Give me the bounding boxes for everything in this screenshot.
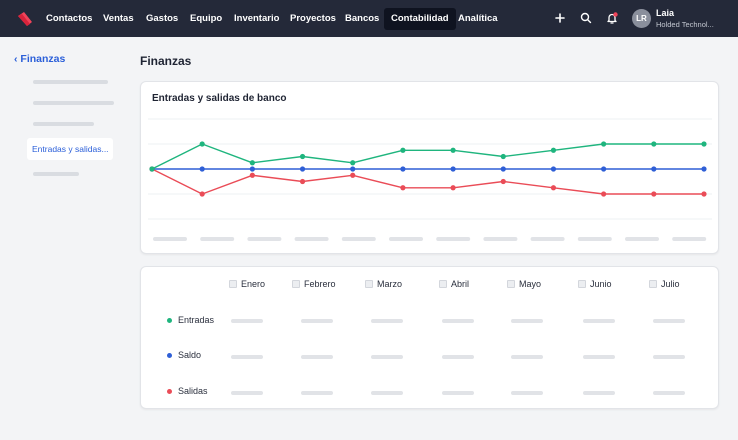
table-cell-placeholder xyxy=(231,391,263,395)
series-dot-saldo xyxy=(167,353,172,358)
series-dot-salidas xyxy=(167,389,172,394)
avatar[interactable]: LR xyxy=(632,9,651,28)
nav-analitica[interactable]: Analítica xyxy=(458,13,498,24)
checkbox-icon[interactable] xyxy=(649,280,657,288)
back-link[interactable]: ‹ Finanzas xyxy=(14,53,65,65)
table-cell-placeholder xyxy=(231,355,263,359)
row-label-saldo: Saldo xyxy=(178,350,202,360)
top-navigation-bar: Contactos Ventas Gastos Equipo Inventari… xyxy=(0,0,738,37)
table-cell-placeholder xyxy=(583,391,615,395)
table-cell-placeholder xyxy=(511,391,543,395)
checkbox-icon[interactable] xyxy=(439,280,447,288)
sidebar-item-placeholder[interactable] xyxy=(33,101,114,105)
month-header[interactable]: Junio xyxy=(578,279,612,289)
month-header[interactable]: Julio xyxy=(649,279,680,289)
sidebar-item-entradas-y-salidas[interactable]: Entradas y salidas... xyxy=(27,138,113,160)
table-cell-placeholder xyxy=(511,319,543,323)
table-cell-placeholder xyxy=(511,355,543,359)
table-cell-placeholder xyxy=(301,355,333,359)
user-name[interactable]: Laia xyxy=(656,8,675,18)
table-cell-placeholder xyxy=(371,319,403,323)
sidebar-item-placeholder[interactable] xyxy=(33,122,94,126)
sidebar-item-placeholder[interactable] xyxy=(33,80,108,84)
table-cell-placeholder xyxy=(442,319,474,323)
table-cell-placeholder xyxy=(442,391,474,395)
table-cell-placeholder xyxy=(371,391,403,395)
nav-gastos[interactable]: Gastos xyxy=(146,13,179,24)
nav-proyectos[interactable]: Proyectos xyxy=(290,13,336,24)
row-label-entradas: Entradas xyxy=(178,315,215,325)
series-dot-entradas xyxy=(167,318,172,323)
nav-bancos[interactable]: Bancos xyxy=(345,13,380,24)
checkbox-icon[interactable] xyxy=(365,280,373,288)
chevron-left-icon: ‹ xyxy=(14,53,18,65)
table-cell-placeholder xyxy=(442,355,474,359)
table-cell-placeholder xyxy=(231,319,263,323)
table-cell-placeholder xyxy=(653,355,685,359)
search-icon[interactable] xyxy=(579,11,593,25)
sidebar-item-placeholder[interactable] xyxy=(33,172,79,176)
user-company[interactable]: Holded Technol... xyxy=(656,20,714,29)
chart-title: Entradas y salidas de banco xyxy=(152,93,287,104)
month-header[interactable]: Marzo xyxy=(365,279,402,289)
table-cell-placeholder xyxy=(653,391,685,395)
nav-contabilidad[interactable]: Contabilidad xyxy=(384,8,456,30)
month-header[interactable]: Abril xyxy=(439,279,469,289)
table-cell-placeholder xyxy=(653,319,685,323)
table-card xyxy=(140,266,719,409)
bell-icon[interactable] xyxy=(605,11,619,25)
month-header[interactable]: Mayo xyxy=(507,279,541,289)
holded-logo-icon[interactable] xyxy=(16,10,34,28)
table-cell-placeholder xyxy=(301,391,333,395)
table-cell-placeholder xyxy=(371,355,403,359)
table-cell-placeholder xyxy=(583,355,615,359)
checkbox-icon[interactable] xyxy=(507,280,515,288)
back-link-label: Finanzas xyxy=(20,53,66,65)
nav-ventas[interactable]: Ventas xyxy=(103,13,134,24)
nav-equipo[interactable]: Equipo xyxy=(190,13,223,24)
month-header[interactable]: Enero xyxy=(229,279,265,289)
checkbox-icon[interactable] xyxy=(292,280,300,288)
row-label-salidas: Salidas xyxy=(178,386,208,396)
page-title: Finanzas xyxy=(140,54,192,68)
chart-card: Entradas y salidas de banco xyxy=(140,81,719,254)
checkbox-icon[interactable] xyxy=(229,280,237,288)
table-cell-placeholder xyxy=(583,319,615,323)
plus-icon[interactable] xyxy=(553,11,567,25)
month-header[interactable]: Febrero xyxy=(292,279,336,289)
checkbox-icon[interactable] xyxy=(578,280,586,288)
table-cell-placeholder xyxy=(301,319,333,323)
nav-contactos[interactable]: Contactos xyxy=(46,13,93,24)
nav-inventario[interactable]: Inventario xyxy=(234,13,280,24)
